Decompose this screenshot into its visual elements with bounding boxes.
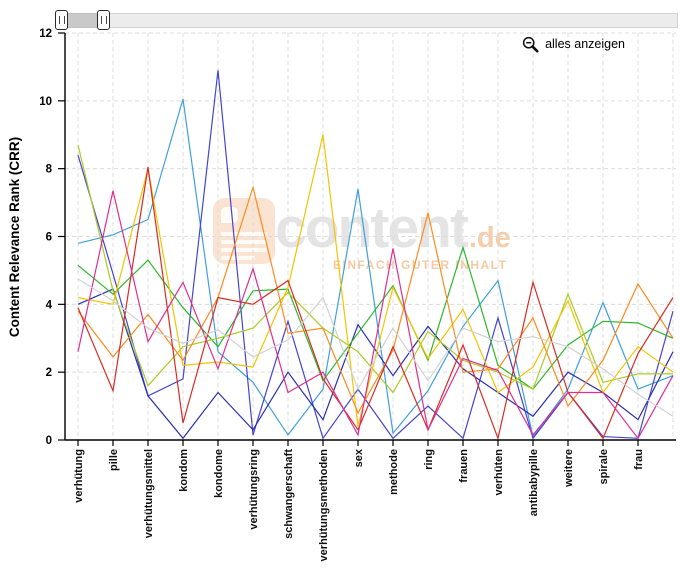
watermark-quote-glyph xyxy=(221,207,238,223)
svg-text:ring: ring xyxy=(423,449,435,470)
svg-text:6: 6 xyxy=(46,232,52,244)
x-axis-ticks: verhütung pille verhütungsmittel kondom kond… xyxy=(73,440,645,561)
svg-text:verhütungsmittel: verhütungsmittel xyxy=(143,449,155,538)
svg-text:schwangerschaft: schwangerschaft xyxy=(283,449,295,539)
series-line-sky-blue[interactable] xyxy=(77,98,674,439)
series-line-navy-blue[interactable] xyxy=(77,288,674,440)
svg-text:2: 2 xyxy=(46,367,52,379)
slider-grip-icon xyxy=(100,16,107,24)
svg-text:0: 0 xyxy=(46,435,52,447)
watermark-tagline: EINFACH GUTER INHALT xyxy=(333,258,508,272)
series-line-gold[interactable] xyxy=(77,134,674,427)
svg-text:frauen: frauen xyxy=(458,449,470,483)
svg-text:verhütung: verhütung xyxy=(73,449,85,503)
svg-text:antibabypille: antibabypille xyxy=(528,449,540,516)
svg-text:spirale: spirale xyxy=(598,449,610,484)
watermark: content.de EINFACH GUTER INHALT xyxy=(205,194,511,284)
svg-text:8: 8 xyxy=(46,164,53,176)
slider-grip-icon xyxy=(58,16,65,24)
svg-text:10: 10 xyxy=(39,96,52,108)
watermark-brand: content.de xyxy=(275,200,511,257)
series-line-royal-blue[interactable] xyxy=(77,70,674,440)
slider-track[interactable] xyxy=(55,13,678,28)
series-lines xyxy=(77,70,674,441)
zoom-reset-button[interactable]: alles anzeigen xyxy=(522,35,625,53)
svg-text:verhüten: verhüten xyxy=(493,449,505,496)
svg-text:pille: pille xyxy=(108,449,120,471)
svg-text:frau: frau xyxy=(633,449,645,470)
svg-text:kondome: kondome xyxy=(213,449,225,498)
svg-text:12: 12 xyxy=(39,28,52,40)
zoom-reset-label: alles anzeigen xyxy=(545,37,625,51)
series-line-magenta[interactable] xyxy=(77,190,674,440)
watermark-tld-text: .de xyxy=(468,222,511,254)
series-line-red[interactable] xyxy=(77,166,674,441)
watermark-brand-text: content xyxy=(275,196,469,260)
series-line-orange[interactable] xyxy=(77,185,674,415)
x-range-slider[interactable] xyxy=(55,10,678,31)
series-line-gray[interactable] xyxy=(77,278,674,417)
y-axis-ticks: 0 2 4 6 8 10 12 xyxy=(39,28,65,447)
zoom-out-icon xyxy=(522,36,539,52)
slider-handle-left[interactable] xyxy=(55,10,68,30)
watermark-logo-icon xyxy=(213,198,275,264)
svg-text:4: 4 xyxy=(46,299,53,311)
slider-handle-right[interactable] xyxy=(97,10,110,30)
svg-text:methode: methode xyxy=(388,449,400,495)
svg-text:verhütungsring: verhütungsring xyxy=(248,449,260,530)
y-axis-title: Content Relevance Rank (CRR) xyxy=(7,137,22,337)
series-line-green[interactable] xyxy=(77,245,674,390)
svg-text:verhütungsmethoden: verhütungsmethoden xyxy=(318,449,330,562)
svg-text:sex: sex xyxy=(353,448,365,467)
svg-text:weitere: weitere xyxy=(563,449,575,488)
svg-text:kondom: kondom xyxy=(178,449,190,492)
